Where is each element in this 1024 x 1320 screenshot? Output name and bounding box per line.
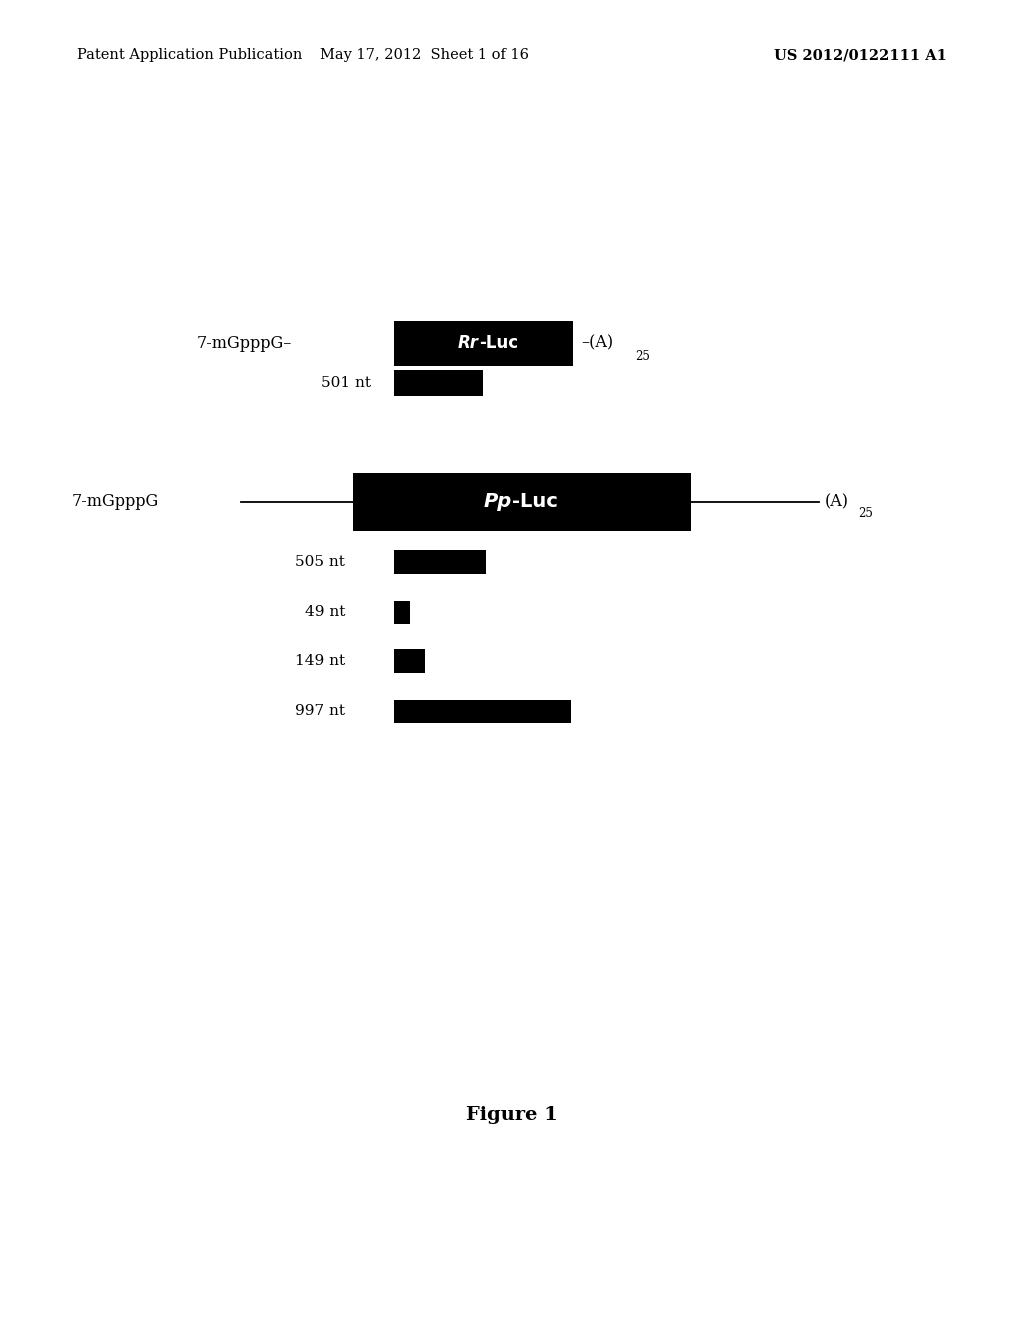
Text: 25: 25 [858,507,873,520]
Text: May 17, 2012  Sheet 1 of 16: May 17, 2012 Sheet 1 of 16 [321,49,529,62]
Text: US 2012/0122111 A1: US 2012/0122111 A1 [774,49,947,62]
Bar [394,649,425,673]
Text: 25: 25 [635,350,650,363]
Text: Figure 1: Figure 1 [466,1106,558,1125]
Text: 49 nt: 49 nt [305,606,345,619]
Bar [394,601,410,624]
Text: –(A): –(A) [582,335,613,351]
Text: 505 nt: 505 nt [295,556,345,569]
Bar [394,550,486,574]
Text: (A): (A) [824,494,848,510]
Text: 7-mGpppG–: 7-mGpppG– [197,335,292,351]
Bar [394,370,483,396]
Text: -Luc: -Luc [479,334,518,352]
Text: 7-mGpppG: 7-mGpppG [72,494,159,510]
Text: -Luc: -Luc [512,492,558,511]
Text: 501 nt: 501 nt [321,376,371,389]
Bar [394,321,573,366]
Text: Rr: Rr [458,334,479,352]
Bar [394,700,571,723]
Bar [353,473,691,531]
Text: Patent Application Publication: Patent Application Publication [77,49,302,62]
Text: 149 nt: 149 nt [295,655,345,668]
Text: 997 nt: 997 nt [295,705,345,718]
Text: Pp: Pp [483,492,512,511]
